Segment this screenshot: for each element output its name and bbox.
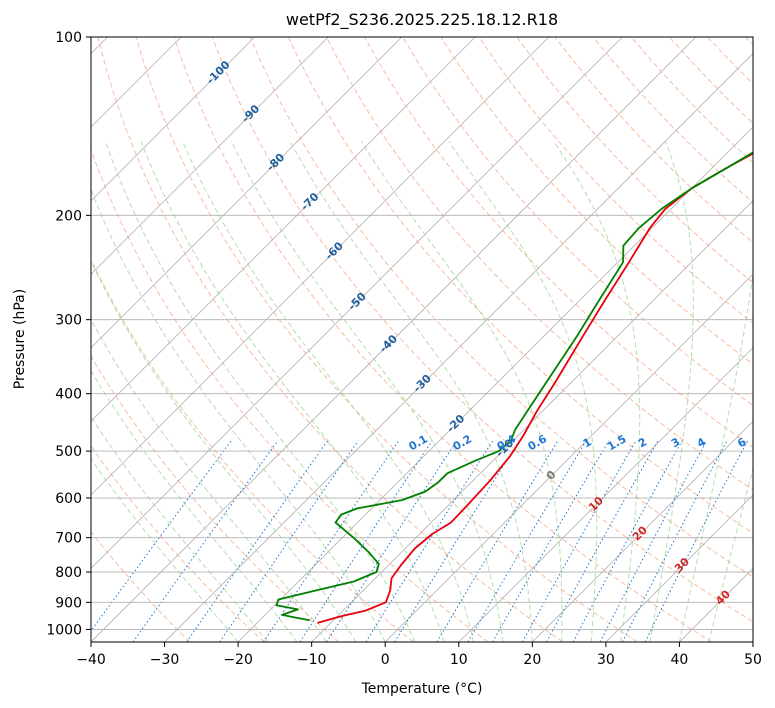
x-tick-label: −20 xyxy=(223,652,253,668)
dry-adiabat-line xyxy=(478,37,753,324)
x-tick-label: −30 xyxy=(150,652,180,668)
x-tick-label: 40 xyxy=(671,652,689,668)
isotherm-line xyxy=(91,37,255,202)
y-tick-label: 900 xyxy=(55,595,82,611)
y-tick-label: 600 xyxy=(55,491,82,507)
y-tick-label: 700 xyxy=(55,531,82,547)
y-tick-label: 300 xyxy=(55,313,82,329)
isotherm-line xyxy=(532,420,753,642)
dry-adiabat-line xyxy=(516,37,753,284)
mixing-ratio-line xyxy=(132,440,279,642)
mixing-ratio-line xyxy=(394,440,520,642)
isotherm-line xyxy=(605,494,753,642)
mixing-ratio-line xyxy=(219,440,359,642)
y-tick-label: 400 xyxy=(55,387,82,403)
y-tick-label: 500 xyxy=(55,444,82,460)
dry-adiabat-line xyxy=(173,37,713,642)
x-tick-label: 0 xyxy=(381,652,390,668)
mixing-ratio-line xyxy=(299,440,433,642)
isotherm-line xyxy=(91,37,329,275)
mixing-ratio-line xyxy=(572,440,683,642)
mixing-ratio-line xyxy=(365,440,494,642)
isotherm-line xyxy=(91,37,550,496)
dry-adiabat-line xyxy=(91,531,191,642)
mixing-ratio-line xyxy=(436,440,559,642)
x-tick-label: −10 xyxy=(297,652,327,668)
isotherm-line xyxy=(91,37,403,349)
mixing-ratio-line xyxy=(467,440,587,642)
dry-adiabat-line xyxy=(402,37,753,407)
y-tick-label: 800 xyxy=(55,565,82,581)
x-tick-label: 50 xyxy=(744,652,762,668)
isotherm-line xyxy=(237,126,753,642)
mixing-ratio-line xyxy=(186,440,329,642)
mixing-ratio-line xyxy=(546,440,659,642)
isotherm-line xyxy=(91,37,476,422)
dry-adiabat-line xyxy=(91,258,414,642)
isotherm-line xyxy=(91,37,623,570)
dry-adiabat-line xyxy=(135,37,638,642)
mixing-ratio-line xyxy=(263,440,400,642)
y-tick-label: 100 xyxy=(55,30,82,46)
isotherm-line xyxy=(458,347,753,642)
chart-title: wetPf2_S236.2025.225.18.12.R18 xyxy=(286,10,558,30)
y-tick-label: 200 xyxy=(55,208,82,224)
plot-frame xyxy=(90,36,754,643)
dry-adiabat-line xyxy=(91,445,265,642)
y-axis-title: Pressure (hPa) xyxy=(12,289,28,389)
x-tick-label: 10 xyxy=(450,652,468,668)
isotherm-line xyxy=(384,273,753,642)
dry-adiabat-line xyxy=(326,37,753,491)
x-axis: −40 −30 −20 −10 0 10 20 30 40 50 xyxy=(76,642,762,668)
y-axis: 100 200 300 400 500 600 700 800 900 1000 xyxy=(46,30,91,638)
x-tick-label: −40 xyxy=(76,652,106,668)
dry-adiabat-line xyxy=(97,37,563,642)
x-tick-label: 20 xyxy=(523,652,541,668)
pressure-gridlines xyxy=(91,37,753,630)
x-tick-label: 30 xyxy=(597,652,615,668)
mixing-ratio-line xyxy=(644,440,749,642)
dry-adiabat-line xyxy=(91,355,340,642)
dry-adiabat-line xyxy=(211,37,753,623)
mixing-ratio-line xyxy=(492,440,610,642)
mixing-ratio-line xyxy=(91,440,232,632)
mixing-ratio-line xyxy=(522,440,637,642)
isotherm-line xyxy=(91,37,697,642)
dry-adiabat-line xyxy=(249,37,753,578)
dewpoint-line xyxy=(275,151,753,622)
x-axis-title: Temperature (°C) xyxy=(361,681,483,697)
mixing-ratio-line xyxy=(326,440,458,642)
dry-adiabat-line xyxy=(91,148,489,642)
y-tick-label: 1000 xyxy=(46,622,82,638)
isotherm-line xyxy=(164,52,753,642)
sounding-profiles xyxy=(275,151,753,624)
temperature-line xyxy=(317,152,753,624)
